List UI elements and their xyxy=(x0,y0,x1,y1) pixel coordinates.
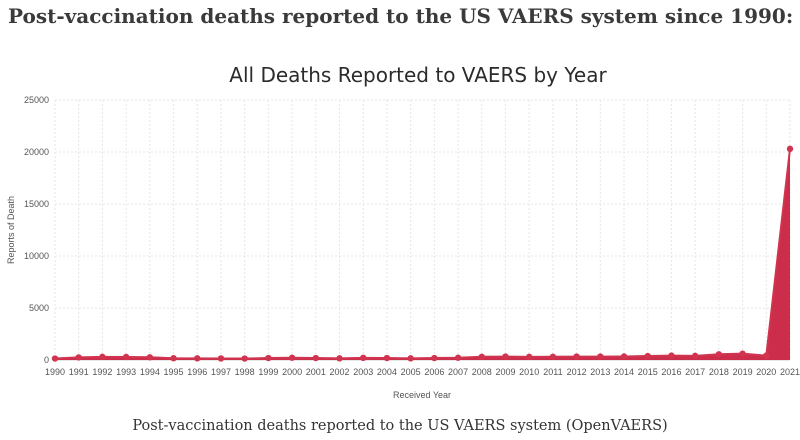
x-tick-label: 2013 xyxy=(590,367,610,377)
y-tick-label: 25000 xyxy=(24,95,49,105)
data-point[interactable] xyxy=(265,354,272,362)
data-point[interactable] xyxy=(217,355,225,362)
data-points xyxy=(51,145,794,362)
x-tick-label: 1996 xyxy=(187,367,207,377)
data-point[interactable] xyxy=(170,355,177,362)
data-point[interactable] xyxy=(715,351,723,358)
y-axis-label: Reports of Death xyxy=(6,196,16,264)
data-point[interactable] xyxy=(525,353,533,361)
page-heading: Post-vaccination deaths reported to the … xyxy=(8,4,794,28)
x-tick-label: 2012 xyxy=(567,367,587,377)
x-axis-ticks: 1990 1991 1992 1993 1994 1995 1996 1997 1998 1999… xyxy=(45,367,800,377)
x-tick-label: 2020 xyxy=(756,367,776,377)
data-point[interactable] xyxy=(99,353,106,361)
x-tick-label: 2005 xyxy=(401,367,421,377)
data-point[interactable] xyxy=(51,355,59,362)
data-point[interactable] xyxy=(336,355,343,362)
data-point[interactable] xyxy=(739,350,746,357)
x-tick-label: 2000 xyxy=(282,367,302,377)
data-point[interactable] xyxy=(194,355,201,362)
y-tick-label: 0 xyxy=(44,355,49,365)
x-tick-label: 2017 xyxy=(685,367,705,377)
data-point[interactable] xyxy=(122,353,130,361)
x-tick-label: 1999 xyxy=(258,367,278,377)
series-area xyxy=(54,148,791,360)
data-point[interactable] xyxy=(786,145,794,153)
figure-caption: Post-vaccination deaths reported to the … xyxy=(132,418,668,434)
data-point[interactable] xyxy=(478,353,485,360)
x-tick-label: 1995 xyxy=(164,367,184,377)
x-tick-label: 2007 xyxy=(448,367,468,377)
data-point[interactable] xyxy=(454,354,462,361)
data-point[interactable] xyxy=(597,353,604,360)
data-point[interactable] xyxy=(763,352,770,359)
x-tick-label: 2021 xyxy=(780,367,800,377)
x-tick-label: 2016 xyxy=(661,367,681,377)
data-point[interactable] xyxy=(691,352,699,360)
series-line xyxy=(54,148,791,360)
y-tick-label: 5000 xyxy=(29,303,49,313)
series-area-fill xyxy=(55,148,790,360)
x-tick-label: 1990 xyxy=(45,367,65,377)
x-tick-label: 1997 xyxy=(211,367,231,377)
x-tick-label: 2004 xyxy=(377,367,397,377)
data-point[interactable] xyxy=(312,354,320,362)
x-tick-label: 2001 xyxy=(306,367,326,377)
x-tick-label: 2014 xyxy=(614,367,634,377)
x-tick-label: 1998 xyxy=(235,367,255,377)
y-axis-ticks: 0 5000 10000 15000 20000 25000 xyxy=(24,95,49,365)
data-point[interactable] xyxy=(407,355,414,362)
x-tick-label: 2015 xyxy=(638,367,658,377)
data-point[interactable] xyxy=(288,354,296,361)
x-tick-label: 2008 xyxy=(472,367,492,377)
x-tick-label: 1994 xyxy=(140,367,160,377)
x-tick-label: 2003 xyxy=(353,367,373,377)
data-point[interactable] xyxy=(383,354,391,362)
x-tick-label: 1992 xyxy=(92,367,112,377)
chart-title: All Deaths Reported to VAERS by Year xyxy=(229,63,607,87)
x-tick-label: 2019 xyxy=(733,367,753,377)
data-point[interactable] xyxy=(146,354,154,361)
x-tick-label: 1993 xyxy=(116,367,136,377)
x-tick-label: 2009 xyxy=(495,367,515,377)
x-tick-label: 2002 xyxy=(330,367,350,377)
x-tick-label: 2006 xyxy=(424,367,444,377)
y-tick-label: 20000 xyxy=(24,147,49,157)
data-point[interactable] xyxy=(502,353,509,360)
data-point[interactable] xyxy=(644,352,651,360)
data-point[interactable] xyxy=(360,354,367,362)
deaths-chart: All Deaths Reported to VAERS by Year 0 50… xyxy=(6,63,800,400)
x-tick-label: 1991 xyxy=(69,367,89,377)
data-point[interactable] xyxy=(431,354,438,362)
grid xyxy=(54,99,791,361)
x-axis-label: Received Year xyxy=(393,390,451,400)
y-tick-label: 10000 xyxy=(24,251,49,261)
x-tick-label: 2018 xyxy=(709,367,729,377)
x-tick-label: 2010 xyxy=(519,367,539,377)
data-point[interactable] xyxy=(573,353,580,360)
y-tick-label: 15000 xyxy=(24,199,49,209)
data-point[interactable] xyxy=(75,354,82,361)
data-point[interactable] xyxy=(549,353,557,360)
data-point[interactable] xyxy=(620,353,628,360)
data-point[interactable] xyxy=(241,355,248,362)
x-tick-label: 2011 xyxy=(543,367,562,377)
data-point[interactable] xyxy=(668,352,675,359)
